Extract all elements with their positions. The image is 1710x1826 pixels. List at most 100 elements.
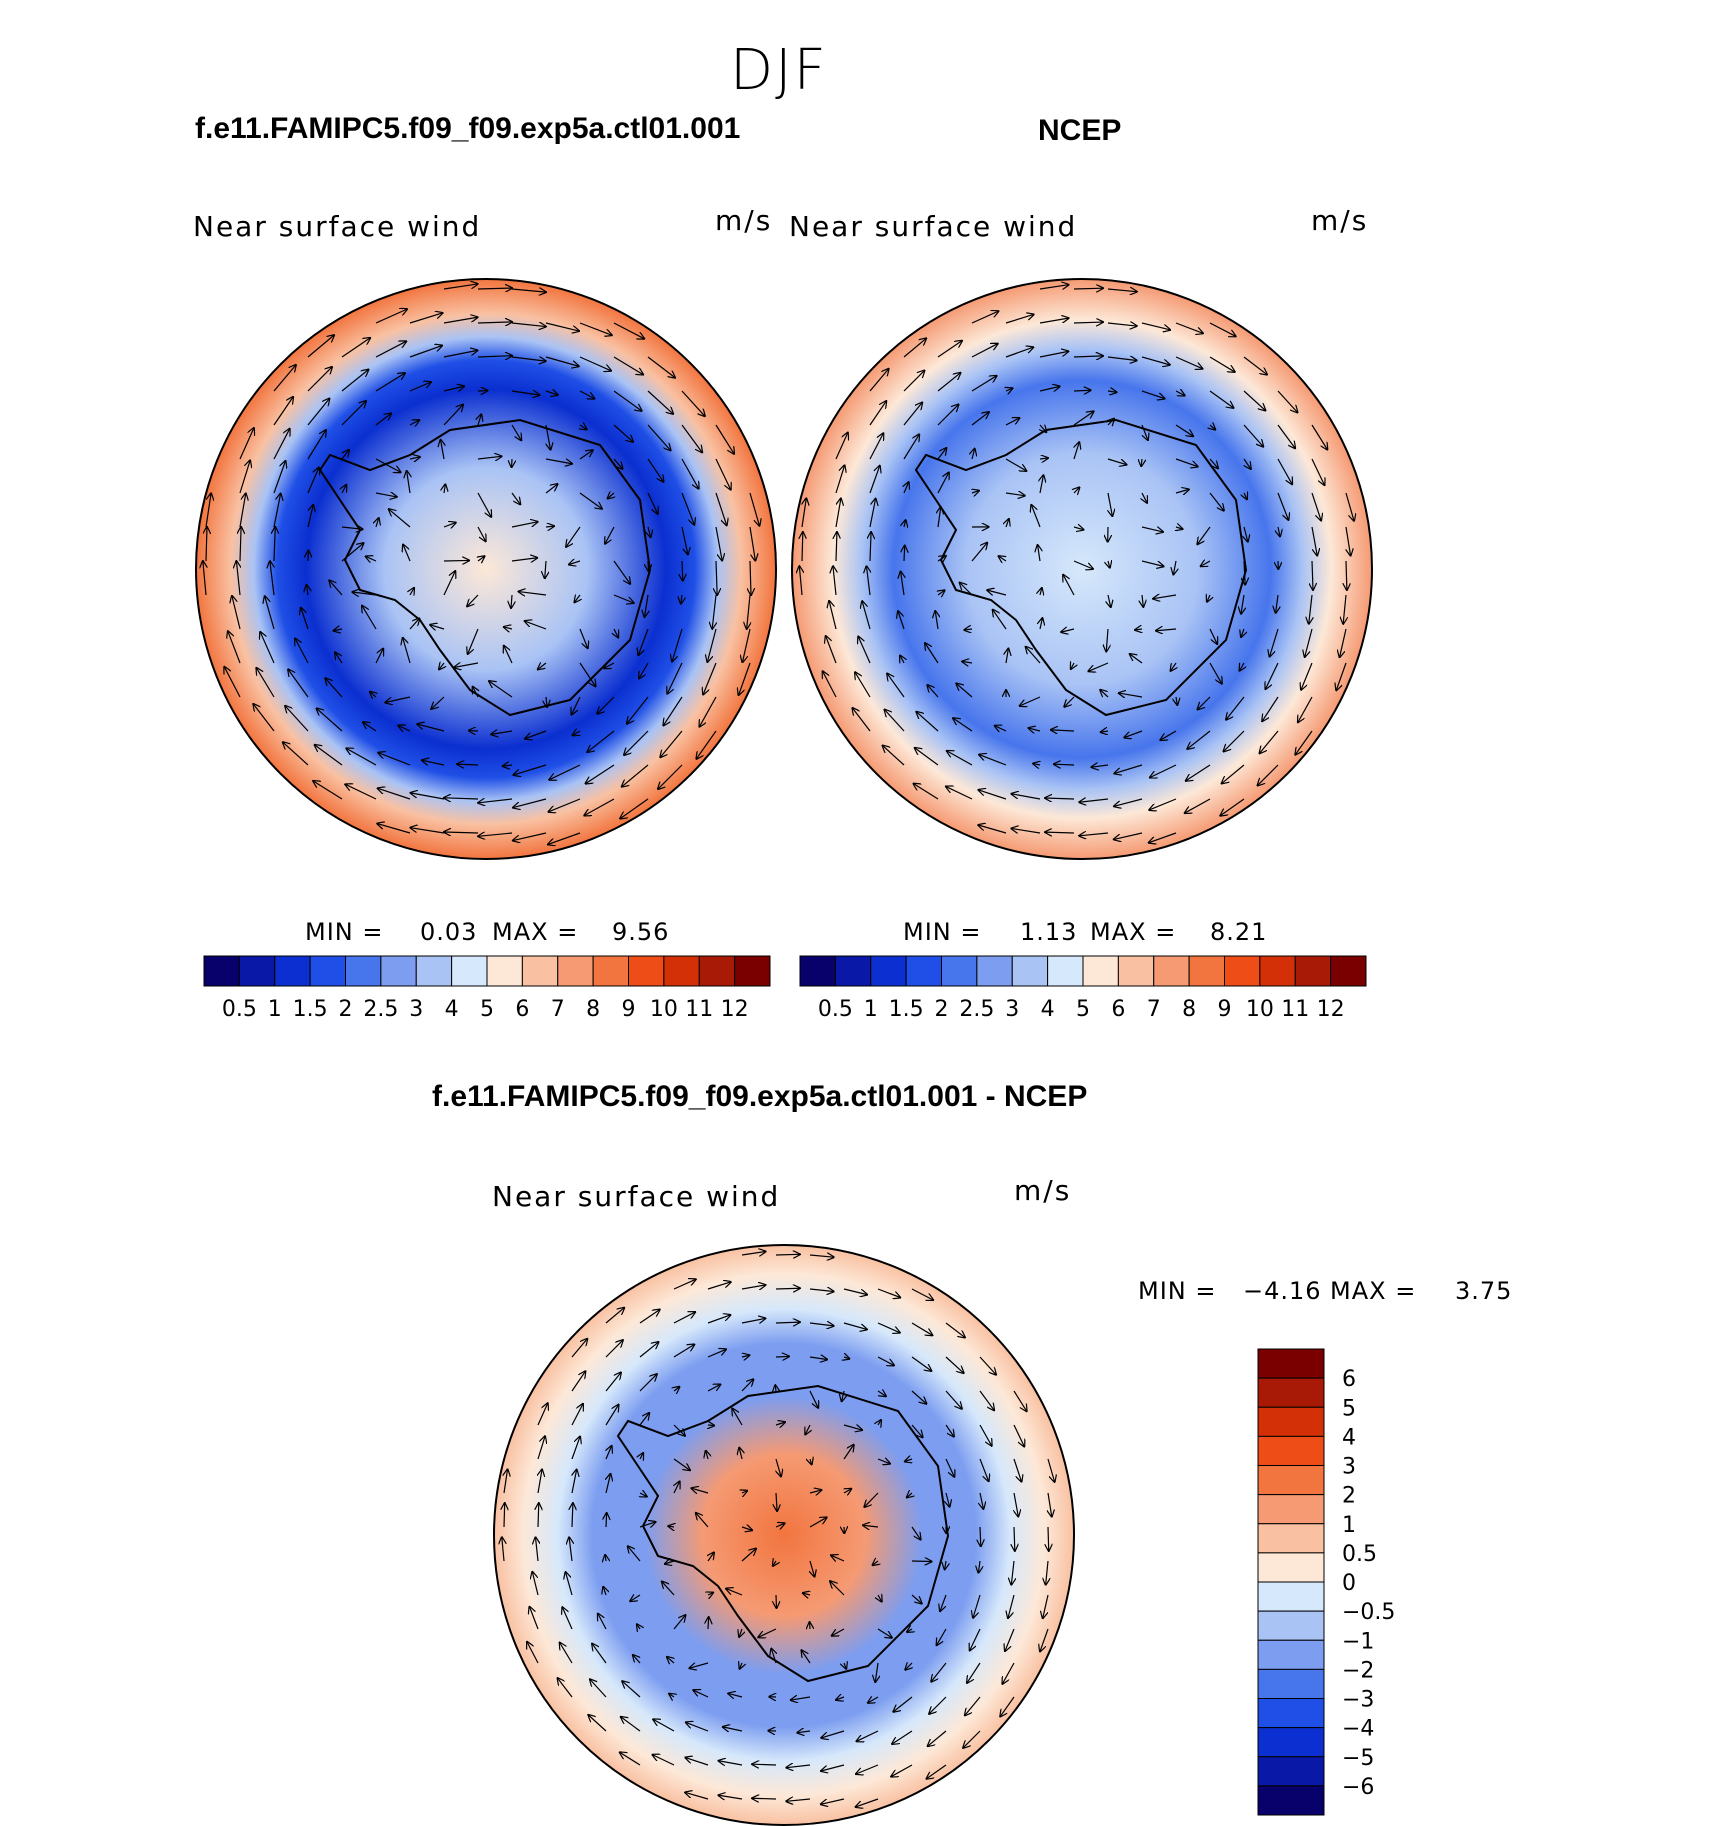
wind-vector-arrow (878, 1595, 882, 1602)
wind-vector-arrow (978, 1560, 980, 1573)
wind-vector-arrow (962, 661, 973, 663)
wind-vector-arrow (579, 390, 594, 399)
wind-vector-arrow (1130, 654, 1143, 664)
wind-vector-arrow (878, 1420, 881, 1425)
wind-vector-arrow (239, 493, 246, 528)
wind-vector-arrow (911, 1594, 922, 1603)
wind-vector-arrow (1198, 696, 1211, 709)
wind-vector-arrow (937, 341, 962, 358)
wind-vector-arrow (301, 608, 309, 630)
wind-vector-arrow (1176, 527, 1182, 529)
wind-vector-arrow (579, 628, 588, 648)
wind-vector-arrow (1101, 731, 1108, 732)
wind-vector-arrow (716, 560, 717, 595)
wind-vector-arrow (1243, 390, 1265, 410)
colorbar-swatch (1257, 1727, 1325, 1758)
wind-vector-arrow (537, 1403, 548, 1426)
colorbar-swatch (451, 955, 488, 987)
wind-vector-arrow (477, 526, 486, 541)
wind-vector-arrow (648, 526, 651, 537)
wind-vector-arrow (916, 712, 939, 732)
colorbar-swatch (1082, 955, 1119, 987)
wind-vector-arrow (979, 1458, 989, 1481)
wind-vector-arrow (444, 832, 479, 833)
wind-vector-arrow (511, 558, 537, 561)
wind-vector-arrow (273, 461, 285, 494)
wind-vector-arrow (1006, 649, 1008, 664)
wind-vector-arrow (1073, 322, 1103, 323)
wind-vector-arrow (696, 1513, 709, 1528)
wind-vector-arrow (621, 1717, 641, 1732)
wind-vector-arrow (791, 1697, 811, 1700)
wind-vector-arrow (454, 663, 479, 667)
wind-vector-arrow (718, 1795, 743, 1799)
wind-vector-arrow (835, 465, 845, 494)
wind-vector-arrow (1276, 594, 1278, 613)
wind-vector-arrow (864, 1492, 879, 1507)
obs-colorbar: 0.5 1 1.5 2 2.5 3 4 5 6 7 8 9 10 11 12 (799, 955, 1367, 1022)
wind-vector-arrow (504, 627, 513, 629)
wind-vector-arrow (707, 628, 717, 662)
wind-vector-arrow (409, 618, 419, 630)
wind-vector-arrow (443, 560, 469, 561)
wind-vector-arrow (672, 628, 683, 662)
wind-vector-arrow (307, 430, 326, 460)
wind-vector-arrow (1073, 411, 1094, 426)
colorbar-tick-label: 6 (1342, 1367, 1356, 1392)
wind-vector-arrow (1141, 322, 1170, 330)
wind-vector-arrow (1278, 526, 1280, 536)
wind-vector-arrow (334, 629, 343, 631)
wind-vector-arrow (739, 1448, 742, 1460)
wind-vector-arrow (571, 1339, 587, 1358)
wind-vector-arrow (1309, 594, 1312, 624)
wind-vector-arrow (905, 1459, 912, 1461)
wind-vector-arrow (545, 391, 558, 395)
wind-vector-arrow (525, 621, 547, 630)
wind-vector-arrow (236, 561, 240, 596)
wind-vector-arrow (1311, 492, 1321, 520)
wind-vector-arrow (739, 1628, 742, 1637)
wind-vector-arrow (699, 696, 717, 727)
wind-vector-arrow (963, 1730, 981, 1748)
wind-vector-arrow (801, 1650, 811, 1664)
obs-panel-header: NCEP (1038, 114, 1122, 147)
colorbar-swatch (486, 955, 523, 987)
wind-vector-arrow (927, 685, 939, 698)
wind-vector-arrow (1311, 424, 1327, 449)
wind-vector-arrow (1209, 662, 1222, 684)
colorbar-tick-label: 1.5 (293, 997, 328, 1022)
wind-vector-arrow (708, 1593, 713, 1595)
wind-vector-arrow (786, 1799, 811, 1801)
wind-vector-arrow (887, 674, 905, 698)
wind-vector-arrow (385, 696, 411, 702)
wind-vector-arrow (715, 526, 722, 560)
wind-vector-arrow (1040, 588, 1042, 595)
wind-vector-arrow (1173, 560, 1176, 574)
wind-vector-arrow (857, 1730, 879, 1741)
wind-vector-arrow (1258, 764, 1279, 785)
wind-vector-arrow (809, 1255, 834, 1257)
wind-vector-arrow (1040, 618, 1042, 630)
model-colorbar: 0.5 1 1.5 2 2.5 3 4 5 6 7 8 9 10 11 12 (203, 955, 771, 1022)
colorbar-tick-label: 1 (864, 997, 878, 1022)
model-panel-header: f.e11.FAMIPC5.f09_f09.exp5a.ctl01.001 (195, 112, 741, 145)
wind-vector-arrow (1031, 505, 1041, 528)
wind-vector-arrow (491, 731, 513, 734)
colorbar-tick-label: 6 (1111, 997, 1125, 1022)
wind-vector-arrow (307, 367, 332, 392)
wind-vector-arrow (903, 403, 922, 426)
colorbar-tick-label: 11 (1281, 997, 1309, 1022)
wind-vector-arrow (775, 1523, 785, 1527)
wind-vector-arrow (545, 356, 579, 366)
wind-vector-arrow (1312, 560, 1313, 590)
wind-vector-arrow (937, 373, 960, 392)
wind-vector-arrow (1107, 357, 1137, 361)
colorbar-tick-label: 4 (1342, 1425, 1356, 1450)
wind-vector-arrow (877, 1628, 892, 1638)
wind-vector-arrow (1243, 424, 1263, 447)
wind-vector-arrow (993, 610, 1007, 630)
diff-max-label: MAX = (1330, 1277, 1417, 1305)
wind-vector-arrow (931, 1662, 947, 1682)
wind-vector-arrow (580, 425, 587, 429)
wind-vector-arrow (478, 799, 513, 803)
